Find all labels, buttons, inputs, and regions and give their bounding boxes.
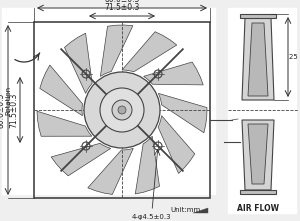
Circle shape	[100, 88, 144, 132]
Polygon shape	[51, 143, 111, 176]
Text: Rotation: Rotation	[5, 86, 11, 114]
Circle shape	[118, 106, 126, 114]
Text: 4-φ4.5±0.3: 4-φ4.5±0.3	[132, 214, 172, 220]
Text: 25 ±0.5: 25 ±0.5	[289, 54, 300, 60]
Text: AIR FLOW: AIR FLOW	[237, 204, 279, 213]
Polygon shape	[248, 23, 268, 96]
Bar	[228, 8, 296, 213]
Bar	[240, 14, 276, 18]
Text: Unit:mm: Unit:mm	[170, 207, 200, 213]
Circle shape	[112, 100, 132, 120]
Polygon shape	[242, 18, 274, 100]
Polygon shape	[64, 33, 92, 93]
Text: 80.0±0.5: 80.0±0.5	[104, 0, 140, 4]
Polygon shape	[37, 111, 92, 136]
Text: 80.0±0.5: 80.0±0.5	[0, 92, 6, 128]
Polygon shape	[135, 136, 160, 194]
Polygon shape	[193, 208, 208, 213]
Text: 71.5±0.3: 71.5±0.3	[9, 92, 18, 128]
Polygon shape	[40, 65, 82, 116]
Polygon shape	[248, 124, 268, 184]
Polygon shape	[158, 116, 195, 173]
Polygon shape	[144, 62, 203, 85]
Bar	[34, 22, 210, 198]
Circle shape	[84, 72, 160, 148]
Text: 71.5±0.3: 71.5±0.3	[104, 4, 140, 13]
Polygon shape	[242, 120, 274, 190]
Polygon shape	[122, 32, 177, 72]
Polygon shape	[100, 25, 133, 76]
Bar	[2, 8, 215, 194]
Polygon shape	[88, 148, 133, 194]
Bar	[240, 190, 276, 194]
Polygon shape	[158, 93, 207, 133]
